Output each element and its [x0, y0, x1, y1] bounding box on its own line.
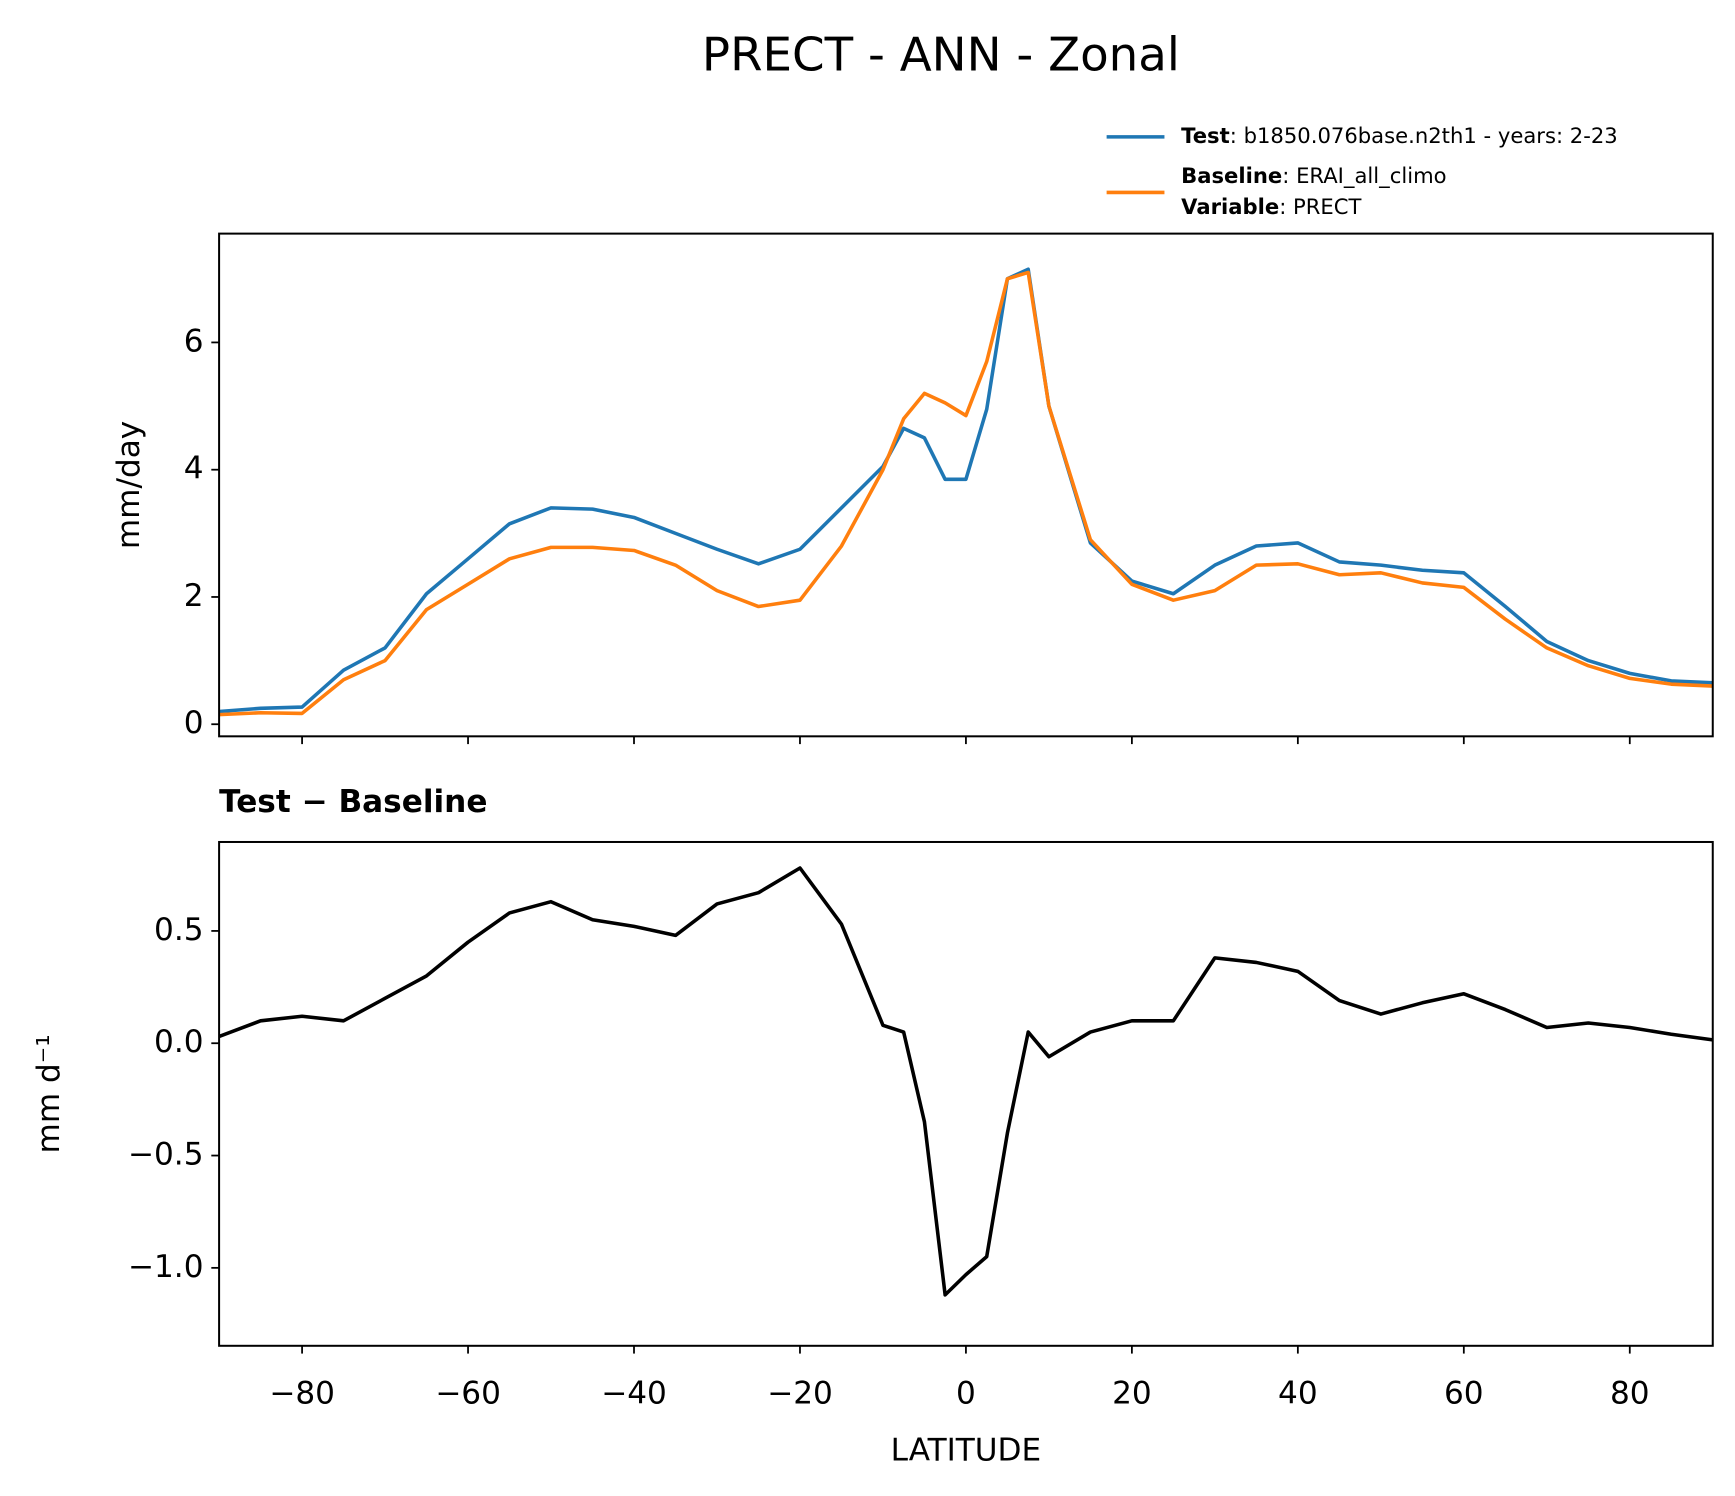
x-tick-label: 20	[1112, 1376, 1152, 1412]
y-tick-label: 4	[184, 451, 204, 487]
y-tick-label: −1.0	[128, 1249, 204, 1285]
legend-label: Test: b1850.076base.n2th1 - years: 2-23	[1181, 123, 1618, 148]
x-tick-label: 40	[1278, 1376, 1318, 1412]
figure-title: PRECT - ANN - Zonal	[702, 28, 1180, 82]
x-tick-label: −40	[601, 1376, 667, 1412]
x-tick-label: 80	[1610, 1376, 1650, 1412]
x-tick-label: 0	[956, 1376, 976, 1412]
x-tick-label: −80	[269, 1376, 335, 1412]
x-tick-label: 60	[1444, 1376, 1484, 1412]
y-tick-label: 0.0	[154, 1024, 203, 1060]
series-line	[219, 866, 1713, 1297]
y-axis-label: mm/day	[111, 421, 147, 549]
x-tick-label: −20	[767, 1376, 833, 1412]
subplot-title: Test − Baseline	[219, 784, 487, 820]
y-tick-label: 0	[184, 705, 204, 741]
y-tick-label: 6	[184, 323, 204, 359]
y-tick-label: −0.5	[128, 1137, 204, 1173]
series-line	[219, 267, 1713, 714]
x-tick-label: −60	[435, 1376, 501, 1412]
legend-label: Baseline: ERAI_all_climo Variable: PRECT	[1181, 163, 1446, 219]
plot-frame	[218, 232, 1714, 738]
x-axis-label: LATITUDE	[891, 1432, 1042, 1468]
y-tick-label: 2	[184, 578, 204, 614]
plot-frame	[218, 840, 1714, 1347]
series-line	[219, 270, 1713, 717]
y-tick-label: 0.5	[154, 912, 203, 948]
y-axis-label: mm d⁻¹	[31, 1034, 67, 1153]
